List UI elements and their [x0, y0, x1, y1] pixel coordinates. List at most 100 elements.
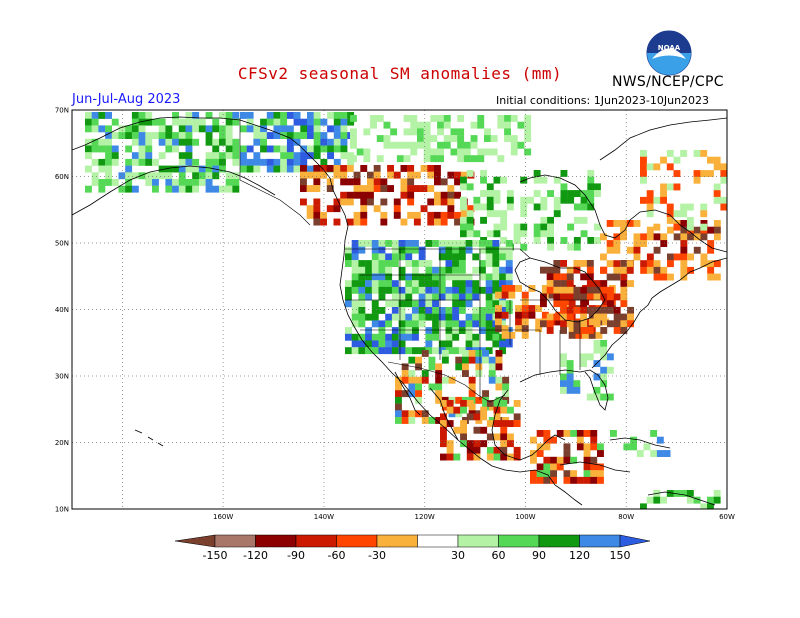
anomaly-cell: [225, 112, 233, 119]
anomaly-cell: [205, 112, 213, 119]
colorbar-label: -150: [203, 549, 228, 562]
anomaly-cell: [260, 158, 267, 166]
anomaly-cell: [398, 240, 406, 247]
anomaly-cell: [138, 172, 146, 180]
anomaly-cell: [535, 325, 543, 333]
anomaly-cell: [613, 260, 621, 268]
anomaly-cell: [145, 112, 153, 119]
anomaly-cell: [326, 178, 334, 186]
anomaly-cell: [653, 223, 661, 231]
anomaly-cell: [192, 172, 200, 180]
anomaly-cell: [673, 156, 681, 164]
anomaly-cell: [346, 178, 354, 186]
anomaly-cell: [306, 171, 314, 179]
anomaly-cell: [720, 163, 727, 171]
anomaly-cell: [593, 320, 601, 328]
anomaly-cell: [485, 286, 493, 294]
anomaly-cell: [327, 145, 334, 153]
anomaly-cell: [479, 266, 486, 274]
anomaly-cell: [358, 280, 366, 288]
anomaly-cell: [460, 440, 467, 448]
anomaly-cell: [707, 240, 715, 247]
anomaly-cell: [367, 178, 374, 186]
anomaly-cell: [713, 496, 721, 504]
anomaly-cell: [380, 218, 388, 226]
anomaly-cell: [398, 347, 406, 355]
anomaly-cell: [391, 340, 399, 348]
anomaly-cell: [401, 370, 409, 377]
anomaly-cell: [460, 171, 468, 179]
anomaly-cell: [205, 179, 213, 186]
anomaly-cell: [178, 125, 186, 133]
anomaly-cell: [415, 396, 422, 404]
anomaly-cell: [425, 266, 433, 274]
anomaly-cell: [192, 138, 200, 146]
anomaly-cell: [219, 112, 226, 119]
anomaly-cell: [398, 320, 406, 328]
anomaly-cell: [131, 158, 139, 166]
anomaly-cell: [286, 112, 294, 119]
anomaly-cell: [687, 233, 694, 241]
anomaly-cell: [212, 185, 220, 193]
anomaly-cell: [454, 171, 461, 179]
anomaly-cell: [477, 148, 485, 156]
anomaly-cell: [378, 286, 386, 294]
anomaly-cell: [378, 280, 386, 288]
anomaly-cell: [453, 453, 461, 461]
longitude-label: 60W: [719, 513, 735, 521]
anomaly-cell: [390, 128, 398, 136]
anomaly-cell: [473, 453, 481, 461]
anomaly-cell: [528, 305, 536, 312]
anomaly-cell: [358, 320, 366, 328]
anomaly-cell: [640, 260, 648, 268]
anomaly-cell: [547, 190, 554, 197]
anomaly-cell: [553, 313, 561, 321]
anomaly-cell: [563, 476, 571, 484]
anomaly-cell: [460, 223, 467, 231]
anomaly-cell: [447, 198, 455, 206]
anomaly-cell: [500, 433, 508, 441]
anomaly-cell: [410, 115, 418, 122]
anomaly-cell: [225, 125, 233, 133]
anomaly-cell: [530, 436, 537, 444]
anomaly-cell: [313, 138, 321, 146]
anomaly-cell: [178, 152, 186, 160]
anomaly-cell: [398, 286, 406, 294]
anomaly-cell: [446, 446, 454, 454]
anomaly-cell: [560, 196, 568, 204]
anomaly-cell: [371, 280, 379, 288]
anomaly-cell: [446, 440, 454, 448]
anomaly-cell: [98, 112, 106, 119]
anomaly-cell: [418, 286, 426, 294]
anomaly-cell: [550, 456, 557, 464]
anomaly-cell: [273, 112, 281, 119]
anomaly-cell: [587, 183, 595, 191]
anomaly-cell: [493, 453, 501, 461]
anomaly-cell: [152, 132, 159, 139]
anomaly-cell: [506, 196, 514, 204]
anomaly-cell: [493, 230, 501, 238]
anomaly-cell: [566, 286, 574, 294]
anomaly-cell: [580, 260, 588, 267]
anomaly-cell: [131, 118, 139, 126]
anomaly-cell: [643, 443, 651, 451]
anomaly-cell: [313, 125, 321, 133]
anomaly-cell: [360, 185, 368, 192]
anomaly-cell: [505, 246, 513, 254]
anomaly-cell: [707, 246, 715, 254]
anomaly-cell: [540, 266, 547, 274]
anomaly-cell: [505, 260, 513, 267]
anomaly-cell: [499, 300, 506, 308]
anomaly-cell: [610, 430, 617, 437]
anomaly-cell: [400, 165, 408, 172]
anomaly-cell: [452, 266, 460, 274]
anomaly-cell: [286, 132, 294, 139]
anomaly-cell: [633, 233, 641, 241]
anomaly-cell: [660, 233, 668, 241]
anomaly-cell: [240, 112, 247, 119]
anomaly-cell: [479, 273, 486, 281]
anomaly-cell: [465, 286, 473, 294]
anomaly-cell: [497, 115, 505, 122]
anomaly-cell: [432, 240, 439, 247]
anomaly-cell: [365, 260, 372, 267]
